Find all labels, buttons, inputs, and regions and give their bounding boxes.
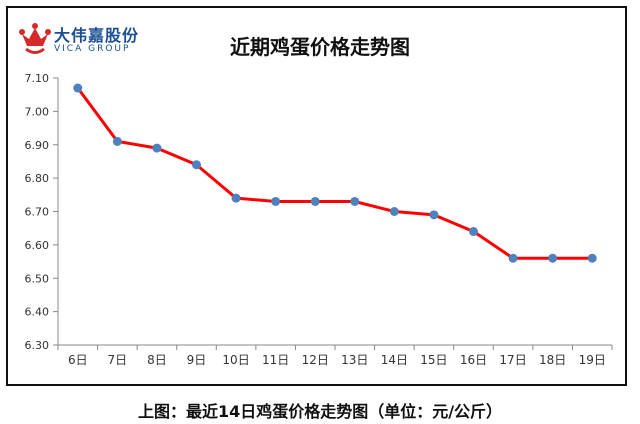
y-tick-label: 6.50	[25, 272, 50, 285]
data-point	[350, 196, 360, 206]
data-point	[508, 253, 518, 263]
x-tick-label: 13日	[341, 353, 368, 367]
x-tick-label: 7日	[108, 353, 128, 367]
chart-title: 近期鸡蛋价格走势图	[230, 35, 410, 59]
data-point	[152, 143, 162, 153]
company-logo: 大伟嘉股份 VICA GROUP	[18, 20, 153, 62]
data-point	[389, 207, 399, 216]
data-point	[469, 227, 478, 237]
y-tick-label: 6.30	[25, 339, 50, 352]
x-tick-label: 6日	[68, 353, 88, 367]
y-tick-label: 6.60	[25, 239, 50, 252]
x-tick-label: 9日	[187, 353, 207, 367]
y-tick-label: 7.00	[25, 105, 50, 118]
y-tick-label: 6.90	[25, 139, 50, 152]
x-tick-label: 14日	[381, 353, 408, 367]
data-point	[587, 253, 597, 263]
data-point	[271, 196, 281, 206]
series-line	[76, 87, 593, 260]
figure-caption: 上图：最近14日鸡蛋价格走势图（单位：元/公斤）	[137, 402, 503, 421]
x-tick-label: 18日	[539, 353, 566, 367]
y-tick-label: 6.80	[25, 172, 50, 185]
data-point	[429, 210, 439, 220]
chart-axes	[57, 78, 612, 346]
data-point	[192, 160, 201, 170]
series-group	[73, 83, 597, 263]
y-tick-label: 6.40	[25, 306, 50, 319]
x-tick-label: 17日	[499, 353, 526, 367]
x-tick-label: 15日	[420, 353, 447, 367]
y-tick-label: 6.70	[25, 206, 50, 219]
chart-frame	[6, 6, 627, 386]
x-axis-ticks: 6日 7日 8日 9日 10日 11日 12日 13日 14日 15日 16日 17日 18日 19日	[57, 345, 613, 367]
x-tick-label: 11日	[262, 353, 289, 367]
line-chart: 6.30 6.40 6.50 6.60 6.70 6.80 6.90 7.00 7.10 6日 7…	[25, 72, 613, 367]
x-tick-label: 19日	[579, 353, 606, 367]
logo-name-en: VICA GROUP	[54, 44, 131, 54]
data-point	[73, 83, 83, 93]
data-point	[231, 193, 241, 203]
x-tick-label: 16日	[460, 353, 487, 367]
crown-icon	[19, 23, 51, 54]
data-point	[112, 136, 122, 146]
data-point	[548, 253, 558, 263]
x-tick-label: 10日	[222, 353, 249, 367]
data-point	[310, 196, 320, 206]
y-axis-ticks: 6.30 6.40 6.50 6.60 6.70 6.80 6.90 7.00 7.10	[25, 72, 58, 352]
logo-name-cn: 大伟嘉股份	[54, 26, 140, 45]
y-tick-label: 7.10	[25, 72, 50, 85]
x-tick-label: 12日	[302, 353, 329, 367]
x-tick-label: 8日	[147, 353, 167, 367]
